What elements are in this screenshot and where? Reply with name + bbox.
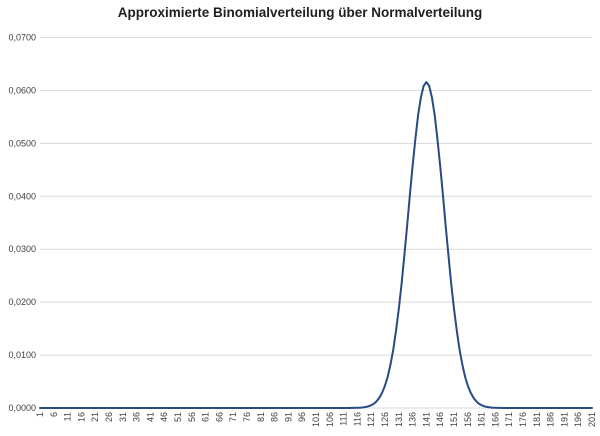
x-axis-label: 156 [463,412,473,427]
x-axis-label: 31 [118,412,128,422]
x-axis-label: 96 [297,412,307,422]
x-axis-label: 106 [325,412,335,427]
x-axis-label: 151 [449,412,459,427]
x-axis-label: 26 [104,412,114,422]
y-axis-label: 0,0200 [8,297,36,307]
x-axis-label: 36 [132,412,142,422]
x-axis-label: 131 [394,412,404,427]
series-line [39,81,593,409]
x-axis-label: 181 [532,412,542,427]
x-axis-label: 191 [559,412,569,427]
x-axis-label: 71 [228,412,238,422]
x-axis-label: 111 [339,412,349,426]
y-axis-label: 0,0000 [8,403,36,413]
x-axis-label: 81 [256,412,266,422]
x-axis-label: 121 [366,412,376,427]
y-axis-label: 0,0400 [8,191,36,201]
x-axis-label: 166 [490,412,500,427]
x-axis-label: 176 [518,412,528,427]
x-axis-label: 1 [35,412,45,417]
y-axis-label: 0,0700 [8,33,36,43]
x-axis-label: 16 [76,412,86,422]
x-axis-label: 116 [352,412,362,426]
x-axis-label: 76 [242,412,252,422]
x-axis-label: 6 [49,412,59,417]
x-axis-label: 51 [173,412,183,422]
x-axis-label: 141 [421,412,431,427]
x-axis-label: 201 [587,412,597,427]
x-axis-label: 21 [90,412,100,422]
x-axis-label: 146 [435,412,445,427]
x-axis-label: 61 [201,412,211,422]
y-axis-label: 0,0500 [8,138,36,148]
x-axis-label: 56 [187,412,197,422]
x-axis-label: 91 [283,412,293,422]
x-axis-label: 186 [546,412,556,427]
x-axis-label: 196 [573,412,583,427]
y-axis-label: 0,0300 [8,244,36,254]
x-axis-label: 126 [380,412,390,427]
x-axis-label: 101 [311,412,321,427]
x-axis-label: 86 [270,412,280,422]
chart-title: Approximierte Binomialverteilung über No… [117,5,483,20]
x-axis-label: 11 [63,412,73,421]
x-axis-label: 161 [477,412,487,427]
x-axis-label: 46 [159,412,169,422]
x-axis-label: 66 [214,412,224,422]
x-axis-label: 136 [408,412,418,427]
x-axis-label: 171 [504,412,514,427]
x-axis-label: 41 [145,412,155,422]
y-axis-label: 0,0600 [8,85,36,95]
y-axis-label: 0,0100 [8,350,36,360]
